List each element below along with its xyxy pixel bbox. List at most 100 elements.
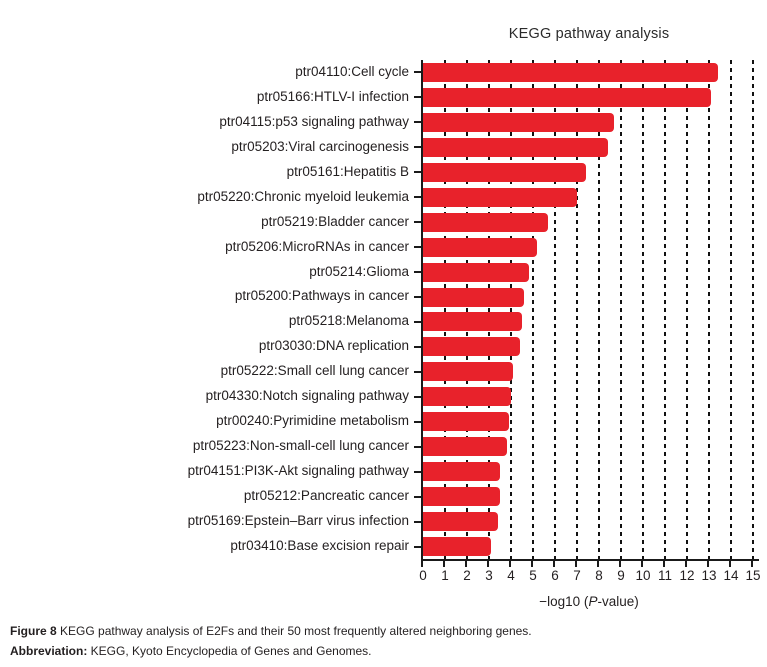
y-tick [414,495,421,498]
category-label: ptr05203:Viral carcinogenesis [231,138,409,154]
category-label: ptr05206:MicroRNAs in cancer [225,238,409,254]
caption-line-2: Abbreviation: KEGG, Kyoto Encyclopedia o… [10,641,760,661]
figure-text: KEGG pathway analysis of E2Fs and their … [56,624,532,638]
x-tick [751,561,753,567]
category-label: ptr05169:Epstein–Barr virus infection [187,512,409,528]
bar [423,512,498,532]
x-tick-label: 2 [463,568,471,583]
x-axis-title-prefix: −log10 ( [539,594,589,609]
x-tick-label: 12 [679,568,695,583]
category-label: ptr00240:Pyrimidine metabolism [216,413,409,429]
gridline [730,60,732,559]
bar [423,462,500,482]
category-labels: ptr04110:Cell cycle ptr05166:HTLV-I infec… [0,60,414,559]
gridline [642,60,644,559]
y-tick [414,296,421,299]
y-tick [414,420,421,423]
x-tick-label: 13 [701,568,717,583]
caption-line-1: Figure 8 KEGG pathway analysis of E2Fs a… [10,621,760,641]
x-tick [685,561,687,567]
x-axis-title-italic-p: P [588,594,598,609]
gridline [466,60,468,559]
plot-area [414,60,759,561]
x-tick [641,561,643,567]
x-tick-label: 7 [573,568,581,583]
x-tick [509,561,511,567]
bar [423,137,608,157]
gridline [532,60,534,559]
x-tick-label: 0 [419,568,427,583]
category-label: ptr05166:HTLV-I infection [256,88,409,104]
x-tick-label: 1 [441,568,449,583]
x-tick-label: 15 [745,568,761,583]
x-tick-label: 5 [529,568,537,583]
category-label: ptr03030:DNA replication [258,338,409,354]
x-tick-label: 3 [485,568,493,583]
gridline [752,60,754,559]
x-tick [553,561,555,567]
bar [423,312,522,332]
category-label: ptr04151:PI3K-Akt signaling pathway [187,463,409,478]
bar [423,337,520,357]
gridline [620,60,622,559]
y-tick [414,271,421,274]
category-label: ptr05223:Non-small-cell lung cancer [192,438,409,454]
x-tick [707,561,709,567]
gridline [576,60,578,559]
gridline [708,60,710,559]
gridline [510,60,512,559]
bar [423,187,577,207]
category-label: ptr05218:Melanoma [288,313,409,329]
gridline [554,60,556,559]
x-tick-label: 6 [551,568,559,583]
category-label: ptr05214:Glioma [309,263,409,279]
bar [423,362,514,382]
gridline [598,60,600,559]
x-tick [465,561,467,567]
y-tick [414,470,421,473]
y-tick [414,146,421,149]
x-tick [729,561,731,567]
y-tick [414,345,421,348]
y-tick [414,320,421,323]
category-label: ptr05222:Small cell lung cancer [220,363,409,379]
category-label: ptr04115:p53 signaling pathway [219,113,409,129]
bar [423,62,718,82]
bar [423,87,712,107]
bar [423,162,586,182]
bar [423,262,529,282]
gridline [686,60,688,559]
x-tick [421,561,423,567]
gridline [664,60,666,559]
y-tick [414,171,421,174]
bar [423,112,615,132]
x-axis-title: −log10 (P-value) [421,594,757,609]
y-tick [414,520,421,523]
y-tick [414,445,421,448]
category-label: ptr05219:Bladder cancer [261,213,409,229]
x-axis-title-suffix: -value) [597,594,639,609]
bar [423,287,525,307]
x-tick-label: 9 [617,568,625,583]
x-tick [487,561,489,567]
category-label: ptr05212:Pancreatic cancer [243,487,409,503]
category-label: ptr04110:Cell cycle [295,64,409,79]
bar [423,412,509,432]
category-label: ptr04330:Notch signaling pathway [205,388,409,404]
x-tick [619,561,621,567]
bar [423,487,500,507]
category-label: ptr05220:Chronic myeloid leukemia [197,188,409,204]
category-label: ptr05161:Hepatitis B [286,163,409,179]
x-tick-label: 4 [507,568,515,583]
x-tick [597,561,599,567]
figure-caption: Figure 8 KEGG pathway analysis of E2Fs a… [10,621,760,661]
x-tick-label: 11 [657,568,672,583]
y-tick [414,96,421,99]
bar [423,437,507,457]
chart-title: KEGG pathway analysis [508,26,670,42]
x-tick [663,561,665,567]
x-tick-label: 10 [635,568,651,583]
abbreviation-text: KEGG, Kyoto Encyclopedia of Genes and Ge… [87,644,372,658]
x-tick-label: 14 [723,568,739,583]
